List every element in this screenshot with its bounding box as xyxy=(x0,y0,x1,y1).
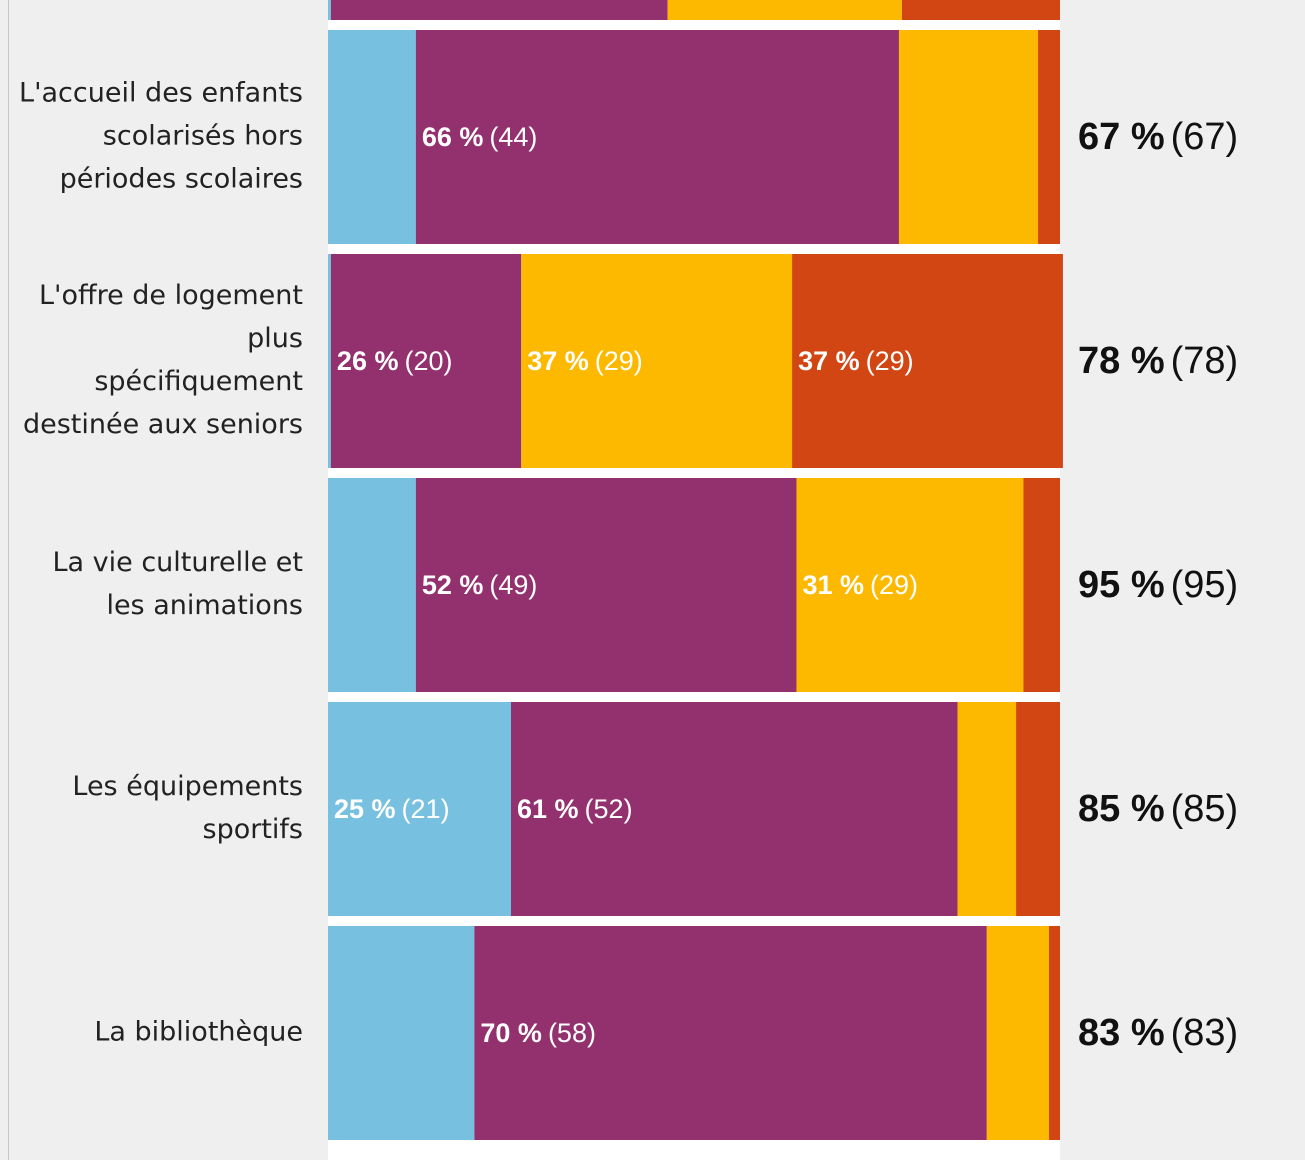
segment-label: 52 % (49) xyxy=(422,570,538,600)
segment-label: 70 % (58) xyxy=(480,1018,596,1048)
bar-segment xyxy=(667,0,902,20)
total-label: 78 % (78) xyxy=(1078,340,1238,382)
bar-segment xyxy=(330,0,668,20)
category-label: La bibliothèque xyxy=(94,1017,303,1048)
bar-segment xyxy=(474,926,987,1140)
segment-percent: 31 % xyxy=(802,570,864,600)
segment-label: 37 % (29) xyxy=(527,346,643,376)
segment-percent: 61 % xyxy=(517,794,579,824)
segment-percent: 66 % xyxy=(422,122,484,152)
category-label: destinée aux seniors xyxy=(23,409,303,440)
segment-percent: 37 % xyxy=(798,346,860,376)
bar-segment xyxy=(328,254,331,468)
total-count: (78) xyxy=(1171,340,1239,382)
bar-segment xyxy=(1038,30,1060,244)
segment-label: 37 % (29) xyxy=(798,346,914,376)
category-label: périodes scolaires xyxy=(60,164,303,195)
total-label: 83 % (83) xyxy=(1078,1012,1238,1054)
bar-segment xyxy=(328,926,475,1140)
segment-count: (29) xyxy=(595,346,643,376)
bar-segment xyxy=(901,0,1060,20)
segment-count: (29) xyxy=(866,346,914,376)
bar-segment xyxy=(328,702,511,916)
segment-percent: 52 % xyxy=(422,570,484,600)
bar-segment xyxy=(330,254,522,468)
category-label: les animations xyxy=(106,590,303,621)
category-label: plus xyxy=(247,323,303,354)
segment-percent: 26 % xyxy=(337,346,399,376)
segment-count: (49) xyxy=(489,570,537,600)
bar-segment xyxy=(796,478,1024,692)
total-percent: 95 % xyxy=(1078,564,1165,606)
segment-label: 61 % (52) xyxy=(517,794,633,824)
total-label: 67 % (67) xyxy=(1078,116,1238,158)
segment-percent: 70 % xyxy=(480,1018,542,1048)
total-count: (95) xyxy=(1171,564,1239,606)
bar-segment xyxy=(898,30,1039,244)
total-count: (85) xyxy=(1171,788,1239,830)
segment-label: 66 % (44) xyxy=(422,122,538,152)
total-percent: 67 % xyxy=(1078,116,1165,158)
segment-count: (21) xyxy=(402,794,450,824)
bar-segment xyxy=(415,30,899,244)
segment-count: (58) xyxy=(548,1018,596,1048)
segment-percent: 25 % xyxy=(334,794,396,824)
bar-segment xyxy=(415,478,797,692)
segment-label: 31 % (29) xyxy=(802,570,918,600)
total-count: (83) xyxy=(1171,1012,1239,1054)
total-percent: 83 % xyxy=(1078,1012,1165,1054)
category-label: Les équipements xyxy=(72,771,303,802)
category-label: scolarisés hors xyxy=(103,121,303,152)
segment-count: (44) xyxy=(489,122,537,152)
bar-segment xyxy=(1023,478,1060,692)
category-label: sportifs xyxy=(203,814,304,845)
segment-count: (29) xyxy=(870,570,918,600)
category-label: L'offre de logement xyxy=(39,280,303,311)
bar-segment xyxy=(1049,926,1060,1140)
category-label: La vie culturelle et xyxy=(52,547,303,578)
bar-segment xyxy=(1016,702,1060,916)
total-percent: 85 % xyxy=(1078,788,1165,830)
segment-percent: 37 % xyxy=(527,346,589,376)
category-label: spécifiquement xyxy=(94,366,303,397)
bar-segment xyxy=(521,254,793,468)
segment-label: 25 % (21) xyxy=(334,794,450,824)
bar-segment xyxy=(986,926,1050,1140)
bar-segment xyxy=(328,478,416,692)
category-label: L'accueil des enfants xyxy=(19,78,303,109)
bar-segment xyxy=(792,254,1063,468)
segment-count: (20) xyxy=(404,346,452,376)
total-count: (67) xyxy=(1171,116,1239,158)
bar-segment xyxy=(328,0,331,20)
bar-segment xyxy=(328,30,416,244)
total-percent: 78 % xyxy=(1078,340,1165,382)
segment-count: (52) xyxy=(585,794,633,824)
segment-label: 26 % (20) xyxy=(337,346,453,376)
bar-segment xyxy=(511,702,958,916)
total-label: 85 % (85) xyxy=(1078,788,1238,830)
bar-segment xyxy=(957,702,1017,916)
total-label: 95 % (95) xyxy=(1078,564,1238,606)
